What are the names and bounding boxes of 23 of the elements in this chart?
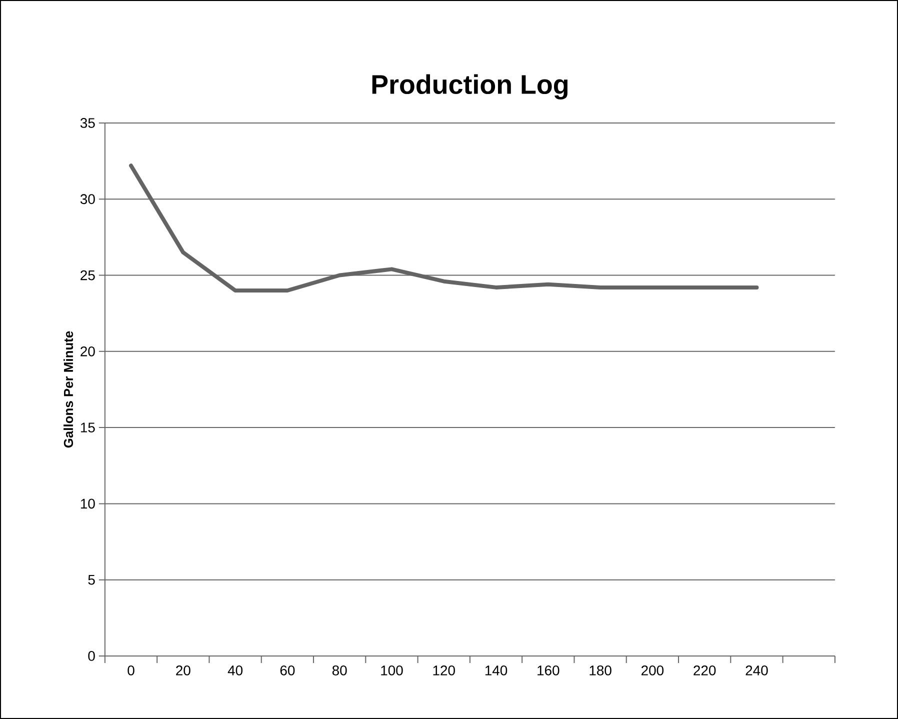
x-tick-label: 140 (485, 665, 508, 676)
x-tick-label: 0 (128, 665, 134, 676)
x-tick-label: 100 (381, 665, 403, 676)
y-tick-label: 35 (80, 118, 95, 128)
y-tick-label: 15 (80, 422, 95, 432)
chart-title: Production Log (372, 74, 568, 100)
x-tick-label: 60 (280, 665, 295, 676)
x-tick-label: 120 (433, 665, 455, 676)
x-tick-label: 20 (176, 665, 190, 676)
y-tick-label: 10 (80, 498, 95, 509)
x-tick-label: 40 (228, 665, 243, 676)
x-tick-label: 160 (538, 665, 560, 676)
y-tick-label: 20 (80, 346, 95, 356)
x-tick-label: 220 (694, 665, 716, 676)
y-axis-title: Gallons Per Minute (64, 331, 74, 448)
x-tick-label: 200 (642, 665, 664, 676)
x-tick-label: 240 (746, 665, 768, 676)
y-tick-label: 25 (80, 270, 95, 280)
y-tick-label: 30 (80, 194, 95, 204)
y-tick-label: 0 (88, 651, 95, 661)
x-tick-label: 80 (332, 665, 347, 676)
x-tick-label: 180 (590, 665, 612, 676)
y-tick-label: 5 (88, 574, 95, 585)
